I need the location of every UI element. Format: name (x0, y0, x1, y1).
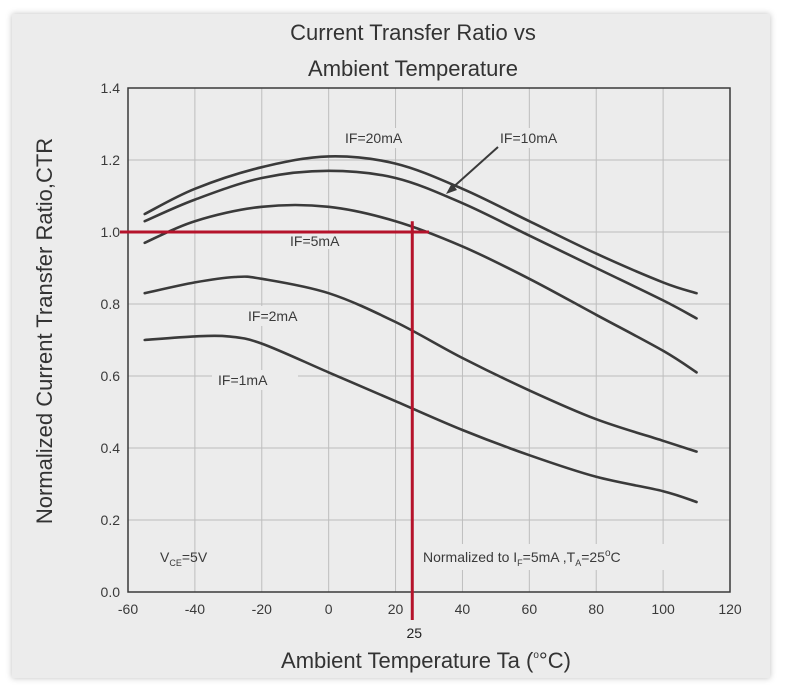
x-tick-label: -20 (252, 601, 272, 617)
y-tick-label: 0.4 (101, 440, 121, 456)
series-line-0 (143, 155, 698, 295)
reference-lines: 25 (120, 221, 429, 641)
label-bg-if10 (494, 128, 586, 148)
x-tick-labels: -60 -40 -20 0 20 40 60 80 100 120 (118, 601, 742, 617)
series-lines (143, 155, 698, 504)
normalized-annotation: Normalized to IF=5mA ,TA=25oC (423, 548, 621, 568)
y-axis-title: Normalized Current Transfer Ratio,CTR (32, 138, 57, 524)
x-axis-title-unit: °C) (539, 648, 571, 673)
vce-annotation: VCE=5V (160, 549, 208, 568)
norm-a: Normalized to I (423, 549, 517, 565)
label-bg-if20 (336, 128, 430, 148)
series-line-1 (143, 169, 698, 320)
norm-d: C (611, 549, 621, 565)
label-bg-if5 (284, 231, 368, 249)
norm-a-sub: F (517, 558, 523, 568)
y-tick-label: 0.6 (101, 368, 121, 384)
x-tick-label: 100 (651, 601, 675, 617)
series-line-2 (143, 203, 698, 374)
series-label-if10: IF=10mA (500, 130, 558, 146)
y-tick-label: 1.0 (101, 224, 121, 240)
norm-b-sub: A (575, 558, 581, 568)
y-tick-labels: 0.0 0.2 0.4 0.6 0.8 1.0 1.2 1.4 (101, 80, 121, 600)
x-axis-title: Ambient Temperature Ta (o°C) (281, 648, 571, 673)
if10-pointer-line (449, 146, 499, 191)
x-tick-label: 0 (325, 601, 333, 617)
norm-c-sup: o (605, 548, 611, 559)
vce-sub: CE (169, 558, 182, 568)
if10-pointer-arrowhead (446, 183, 457, 194)
series-line-3 (143, 275, 698, 453)
chart-title-line-2: Ambient Temperature (308, 56, 518, 81)
y-tick-label: 1.2 (101, 152, 121, 168)
normalized-note-bg (418, 544, 708, 570)
x-tick-label: -60 (118, 601, 138, 617)
reference-x-label: 25 (406, 625, 422, 641)
y-tick-label: 0.8 (101, 296, 121, 312)
x-axis-title-main: Ambient Temperature Ta ( (281, 648, 534, 673)
x-tick-label: 60 (522, 601, 538, 617)
x-tick-label: 80 (588, 601, 604, 617)
label-bg-if1 (212, 370, 298, 390)
series-label-if5: IF=5mA (290, 233, 340, 249)
plot-frame (127, 87, 731, 593)
series-label-if20: IF=20mA (345, 130, 403, 146)
norm-b: =5mA ,T (523, 549, 576, 565)
vce-main: V (160, 549, 170, 565)
series-line-4 (143, 334, 698, 504)
chart-title-line-1: Current Transfer Ratio vs (290, 20, 536, 45)
x-tick-label: 120 (718, 601, 742, 617)
x-axis-title-degree: o (533, 650, 539, 661)
series-label-if2: IF=2mA (248, 308, 298, 324)
norm-c: =25 (581, 549, 605, 565)
label-bg-if2 (242, 306, 326, 326)
vce-rest: =5V (182, 549, 208, 565)
y-tick-label: 0.2 (101, 512, 121, 528)
x-tick-label: 40 (455, 601, 471, 617)
y-tick-label: 0.0 (101, 584, 121, 600)
x-tick-label: -40 (185, 601, 205, 617)
x-tick-label: 20 (388, 601, 404, 617)
y-tick-label: 1.4 (101, 80, 121, 96)
series-label-if1: IF=1mA (218, 372, 268, 388)
